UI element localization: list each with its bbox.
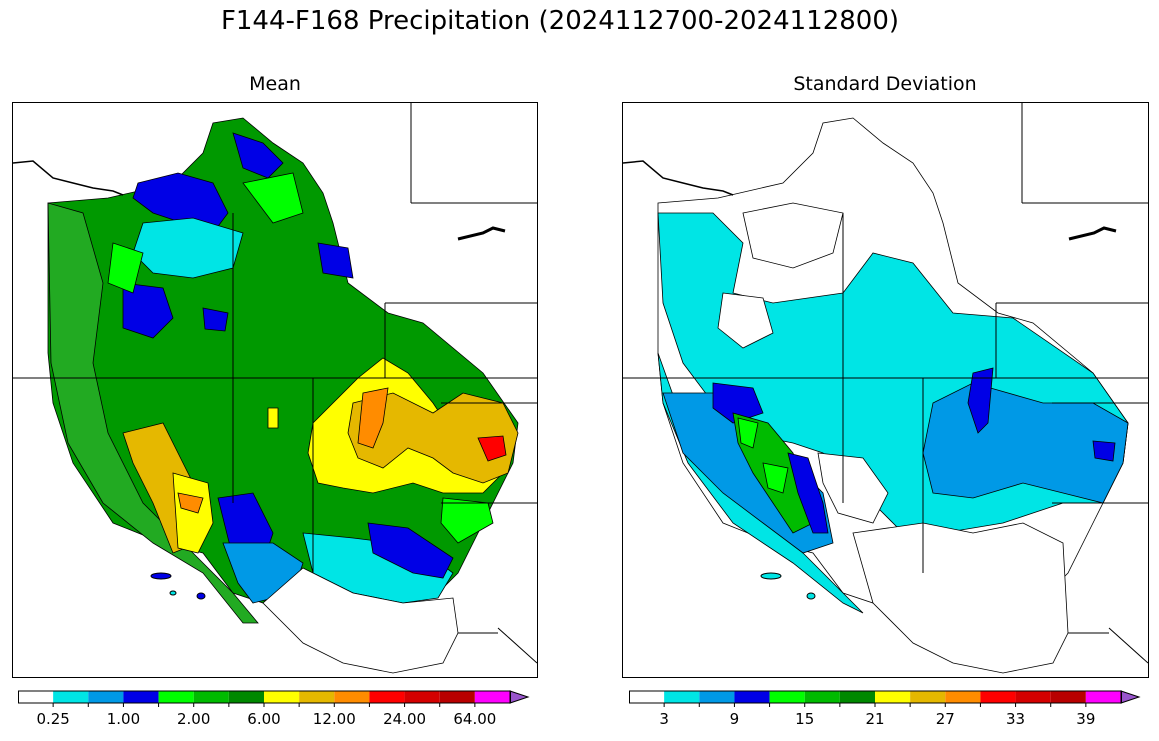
sd-colorbar-segment <box>699 691 735 703</box>
mean-region-orange-east <box>357 387 389 449</box>
sd-colorbar-segment <box>804 691 840 703</box>
mean-island-3 <box>169 590 177 596</box>
sd-state-borders <box>623 103 1148 664</box>
sd-island-1 <box>760 572 782 580</box>
mean-colorbar-segment <box>334 691 370 703</box>
sd-colorbar-segment <box>875 691 911 703</box>
mean-colorbar-segment <box>88 691 124 703</box>
sd-map-canvas <box>623 103 1148 674</box>
mean-colorbar-tick-label: 24.00 <box>383 710 427 728</box>
mean-colorbar-segment <box>53 691 89 703</box>
mean-colorbar-tick-label: 6.00 <box>247 710 281 728</box>
sd-colorbar-segment <box>769 691 805 703</box>
mean-region-blue-north2 <box>232 132 284 179</box>
sd-colorbar <box>629 690 1141 707</box>
sd-colorbar-segment <box>664 691 700 703</box>
sd-colorbar-tick-label: 9 <box>729 710 740 728</box>
mean-map <box>12 102 538 678</box>
sd-panel-title: Standard Deviation <box>793 73 977 95</box>
mean-state-borders <box>13 103 537 664</box>
sd-region-white-hole3 <box>817 452 889 524</box>
mean-lake-line <box>457 226 506 241</box>
mean-colorbar-segment <box>404 691 440 703</box>
sd-colorbar-segment <box>1015 691 1051 703</box>
mean-colorbar-segment <box>264 691 300 703</box>
mean-island-2 <box>196 592 206 600</box>
mean-colorbar-tick-label: 12.00 <box>312 710 356 728</box>
sd-island-2 <box>806 592 816 600</box>
mean-colorbar-tick-label: 1.00 <box>106 710 141 728</box>
mean-colorbar-segment <box>299 691 335 703</box>
sd-colorbar-segment <box>1050 691 1086 703</box>
sd-colorbar-tick-label: 27 <box>935 710 955 728</box>
figure-title: F144-F168 Precipitation (2024112700-2024… <box>220 6 900 36</box>
mean-region-gold-east <box>347 392 519 484</box>
sd-region-white-sw <box>852 522 1069 674</box>
sd-coastline-north <box>623 160 734 196</box>
mean-region-red-east <box>477 435 507 462</box>
sd-region-blue-east2 <box>1092 440 1116 462</box>
sd-map <box>622 102 1149 678</box>
sd-region-blue-east1 <box>967 367 994 434</box>
mean-region-blue-mid2 <box>202 307 229 332</box>
mean-region-coast <box>47 202 259 624</box>
mean-colorbar <box>18 690 530 707</box>
sd-region-blue-sierra <box>787 452 829 534</box>
mean-colorbar-segment <box>369 691 405 703</box>
mean-region-lime-2 <box>242 172 304 224</box>
mean-region-orange-sierra <box>177 492 204 514</box>
mean-region-yellow-small <box>267 407 279 429</box>
sd-colorbar-tick-label: 33 <box>1006 710 1026 728</box>
sd-region-lime-sierra2 <box>762 462 789 494</box>
sd-colorbar-segment <box>734 691 770 703</box>
sd-colorbar-tick-label: 21 <box>865 710 885 728</box>
sd-colorbar-segment <box>839 691 875 703</box>
mean-colorbar-segment <box>158 691 194 703</box>
sd-region-white-hole1 <box>742 202 844 269</box>
sd-colorbar-segment <box>910 691 946 703</box>
mean-region-lime-se <box>440 497 494 544</box>
sd-colorbar-segment <box>980 691 1016 703</box>
mean-panel-title: Mean <box>249 73 301 95</box>
mean-colorbar-extend-arrow <box>509 690 530 704</box>
mean-colorbar-tick-label: 0.25 <box>36 710 70 728</box>
mean-island-1 <box>150 572 172 580</box>
mean-colorbar-segment <box>439 691 475 703</box>
sd-region-lime-sierra <box>737 417 759 449</box>
mean-colorbar-segment <box>474 691 510 703</box>
sd-colorbar-segment <box>945 691 981 703</box>
mean-colorbar-segment <box>228 691 264 703</box>
sd-colorbar-tick-label: 15 <box>795 710 815 728</box>
mean-region-lime-1 <box>107 242 144 294</box>
mean-region-blue-ne <box>317 242 354 279</box>
mean-coastline-north <box>13 160 124 196</box>
mean-region-yellow-sierra <box>172 472 214 554</box>
sd-lake-line <box>1068 226 1117 241</box>
mean-colorbar-segment <box>18 691 54 703</box>
mean-colorbar-tick-label: 64.00 <box>453 710 497 728</box>
mean-colorbar-ticks: 0.25 1.00 2.00 6.00 12.00 24.00 64.00 <box>18 710 530 732</box>
mean-map-canvas <box>13 103 537 674</box>
mean-region-blue-se <box>367 522 454 579</box>
sd-colorbar-tick-label: 39 <box>1076 710 1096 728</box>
mean-colorbar-segment <box>123 691 159 703</box>
sd-colorbar-ticks: 3 9 15 21 27 33 39 <box>629 710 1141 732</box>
sd-colorbar-tick-label: 3 <box>659 710 669 728</box>
sd-colorbar-extend-arrow <box>1120 690 1141 704</box>
sd-region-white-hole2 <box>717 292 774 349</box>
mean-colorbar-tick-label: 2.00 <box>177 710 211 728</box>
sd-colorbar-segment <box>629 691 665 703</box>
mean-colorbar-segment <box>193 691 229 703</box>
mean-region-blue-mid <box>122 282 174 339</box>
sd-colorbar-segment <box>1085 691 1121 703</box>
